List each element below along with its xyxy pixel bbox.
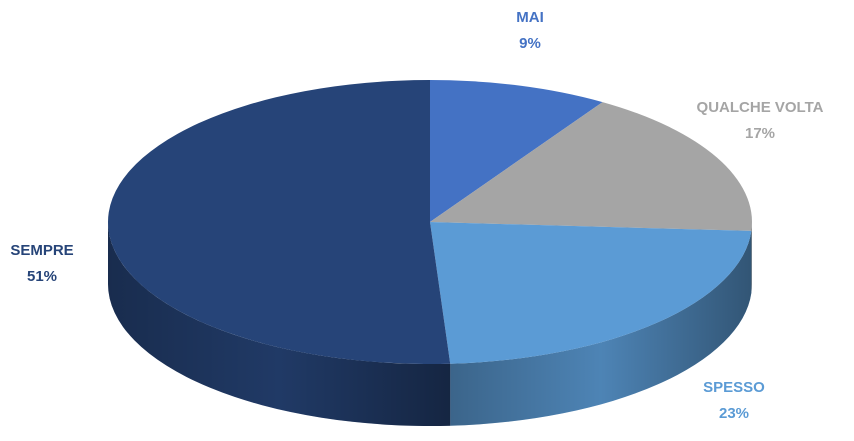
value-label: 51% (27, 268, 57, 285)
category-label: QUALCHE VOLTA (697, 99, 824, 116)
value-label: 9% (519, 35, 541, 52)
category-label: MAI (516, 9, 544, 26)
slice-side-shade (450, 230, 752, 426)
slice (107, 79, 451, 364)
slice-side-shade (751, 222, 752, 293)
slice (430, 222, 752, 364)
value-label: 17% (745, 125, 775, 142)
slice (430, 80, 603, 222)
slice (430, 102, 752, 231)
category-label: SEMPRE (10, 242, 73, 259)
slice-side-shade (108, 222, 451, 426)
value-label: 23% (719, 405, 749, 422)
category-label: SPESSO (703, 379, 765, 396)
